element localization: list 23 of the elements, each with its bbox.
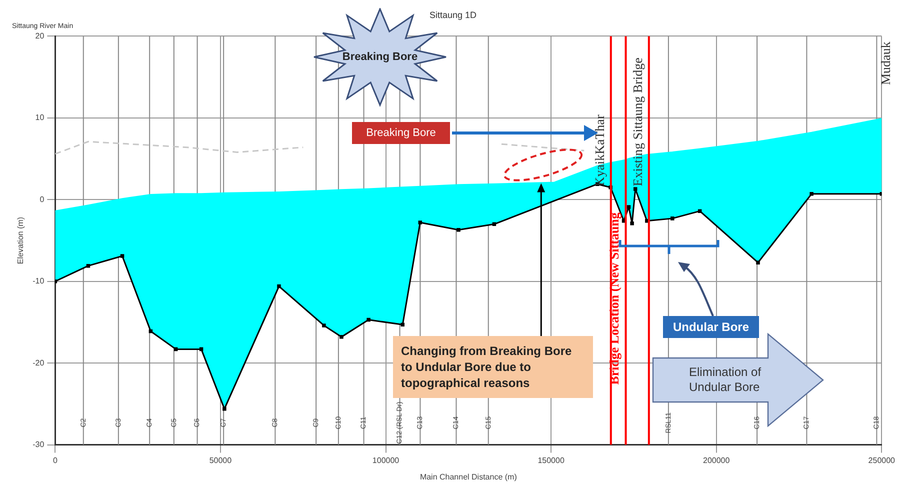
annotation: Changing from Breaking Bore to Undular Bore due to topographical reasons [393,336,593,398]
ref-line-label: Existing Sittaung Bridge [630,57,645,186]
x-tick-label: 50000 [209,456,232,465]
y-tick-label: 0 [40,194,45,204]
chart-title: Sittaung 1D [429,10,478,20]
y-tick-label: -30 [32,440,45,450]
x-tick-label: 250000 [868,456,896,465]
annotation: Breaking Bore [352,122,450,144]
x-tick-label: 150000 [538,456,565,465]
annotation: Elimination of Undular Bore [689,365,762,394]
annotation: Mudauk [877,40,894,87]
x-tick-label: 100000 [372,456,400,465]
annotation: Breaking Bore [342,51,418,63]
x-tick-label: 0 [52,456,58,465]
y-tick-label: -10 [32,276,45,286]
x-axis-title: Main Channel Distance (m) [420,472,518,482]
annotation: Undular Bore [663,316,759,338]
y-tick-label: 10 [35,113,45,122]
ref-line-label: KyaikKaThar [592,114,607,186]
y-tick-label: -20 [32,358,45,368]
x-tick-label: 200000 [703,456,730,465]
y-axis-title: Elevation (m) [16,216,26,264]
y-tick-label: 20 [35,31,45,40]
